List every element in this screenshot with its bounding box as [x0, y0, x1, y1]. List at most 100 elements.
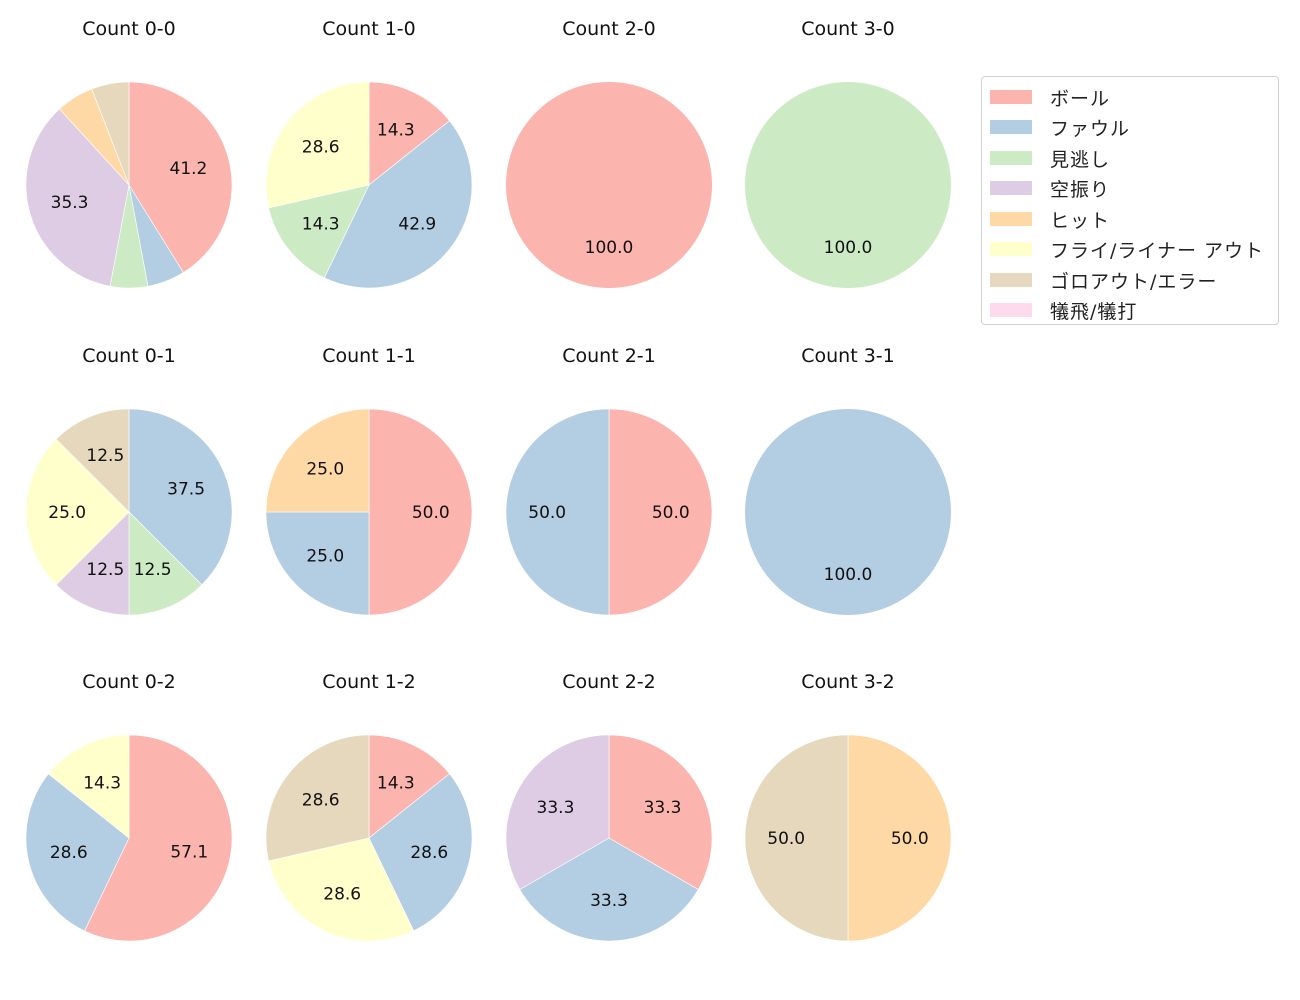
legend-swatch: [990, 120, 1032, 134]
slice-label: 37.5: [167, 479, 205, 499]
slice-label: 14.3: [377, 773, 415, 793]
slice-label: 57.1: [170, 843, 208, 863]
pie-slice: [745, 409, 951, 615]
slice-label: 28.6: [302, 137, 340, 157]
legend-swatch: [990, 151, 1032, 165]
subplot-title: Count 2-1: [562, 345, 656, 367]
subplot-title: Count 3-2: [801, 671, 895, 693]
legend: ボール ファウル 見逃し 空振り ヒット フライ/ライナー アウト ゴロアウト/…: [981, 76, 1279, 325]
pie-slice: [265, 408, 370, 513]
pie-subplot: Count 3-1 100.0: [745, 345, 951, 615]
pie-slice: [128, 408, 233, 586]
pie-subplot: Count 1-0 14.3 42.9 14.3 28.6: [265, 18, 473, 289]
slice-label: 33.3: [537, 798, 575, 818]
pie-slice: [265, 511, 370, 616]
slice-label: 100.0: [585, 238, 634, 258]
pie-slice: [847, 734, 952, 942]
pie-slice: [505, 408, 610, 616]
pie-subplot: Count 1-2 14.3 28.6 28.6 28.6: [265, 671, 473, 942]
legend-swatch: [990, 181, 1032, 195]
pie-slice: [128, 511, 203, 616]
legend-item-fly-liner-out: フライ/ライナー アウト: [990, 237, 1265, 262]
legend-item-called-strike: 見逃し: [990, 146, 1111, 171]
legend-swatch: [990, 303, 1032, 317]
pie-subplot: Count 2-2 33.3 33.3 33.3: [505, 671, 713, 942]
pie-slice: [268, 184, 370, 279]
legend-item-grounder-error: ゴロアウト/エラー: [990, 268, 1218, 293]
pie-subplot: Count 2-0 100.0: [506, 18, 712, 288]
slice-label: 33.3: [590, 891, 628, 911]
subplot-title: Count 2-0: [562, 18, 656, 40]
slice-label: 42.9: [398, 215, 436, 235]
pie-slice: [128, 81, 233, 273]
slice-label: 50.0: [891, 829, 929, 849]
pie-slice: [505, 734, 610, 890]
subplot-title: Count 2-2: [562, 671, 656, 693]
slice-label: 33.3: [644, 798, 682, 818]
pie-slice: [265, 734, 370, 862]
pie-slice: [47, 734, 130, 839]
pie-slice: [268, 837, 415, 942]
legend-label: ボール: [1050, 87, 1111, 110]
pie-slice: [744, 734, 849, 942]
legend-label: 犠飛/犠打: [1050, 300, 1138, 323]
slice-label: 25.0: [306, 459, 344, 479]
slice-label: 28.6: [50, 843, 88, 863]
pie-slice: [745, 82, 951, 288]
subplot-title: Count 1-0: [322, 18, 416, 40]
pie-slice: [55, 408, 130, 513]
pie-subplot: Count 1-1 50.0 25.0 25.0: [265, 345, 473, 616]
legend-label: ゴロアウト/エラー: [1050, 270, 1218, 293]
legend-item-hit: ヒット: [990, 207, 1111, 232]
legend-label: 見逃し: [1050, 148, 1111, 171]
legend-label: ヒット: [1050, 209, 1111, 232]
slice-label: 14.3: [302, 215, 340, 235]
subplot-title: Count 0-2: [82, 671, 176, 693]
slice-label: 25.0: [306, 547, 344, 567]
slice-label: 50.0: [767, 829, 805, 849]
pie-slice: [608, 734, 713, 890]
legend-swatch: [990, 242, 1032, 256]
slice-label: 100.0: [824, 238, 873, 258]
pie-slice: [265, 81, 370, 209]
legend-swatch: [990, 212, 1032, 226]
legend-item-swinging-strike: 空振り: [990, 176, 1110, 201]
slice-label: 28.6: [323, 885, 361, 905]
pie-slice: [368, 734, 450, 839]
pie-subplot: Count 0-1 37.5 12.5 12.5 25.0 12.5: [25, 345, 233, 616]
pie-subplot: Count 0-2 57.1 28.6 14.3: [25, 671, 233, 942]
subplot-title: Count 1-1: [322, 345, 416, 367]
pie-slice: [608, 408, 713, 616]
pie-subplot: Count 2-1 50.0 50.0: [505, 345, 713, 616]
slice-label: 12.5: [86, 560, 124, 580]
slice-label: 50.0: [528, 503, 566, 523]
pie-slice: [25, 438, 130, 586]
pie-slice: [55, 511, 130, 616]
slice-label: 50.0: [652, 503, 690, 523]
slice-label: 35.3: [51, 193, 89, 213]
pie-subplot: Count 3-2 50.0 50.0: [744, 671, 952, 942]
pie-slice: [84, 734, 233, 942]
subplot-title: Count 1-2: [322, 671, 416, 693]
pie-slice: [506, 82, 712, 288]
legend-item-ball: ボール: [990, 85, 1111, 110]
legend-item-sacrifice: 犠飛/犠打: [990, 298, 1138, 323]
legend-item-foul: ファウル: [990, 115, 1130, 140]
slice-label: 50.0: [412, 503, 450, 523]
slice-label: 41.2: [170, 159, 208, 179]
slice-label: 25.0: [48, 503, 86, 523]
slice-label: 12.5: [86, 446, 124, 466]
subplot-title: Count 3-0: [801, 18, 895, 40]
pie-slice: [368, 408, 473, 616]
pie-slice: [323, 120, 473, 289]
slice-label: 28.6: [410, 843, 448, 863]
slice-label: 14.3: [83, 773, 121, 793]
pie-subplot: Count 3-0 100.0: [745, 18, 951, 288]
subplot-title: Count 0-0: [82, 18, 176, 40]
subplot-title: Count 0-1: [82, 345, 176, 367]
legend-label: フライ/ライナー アウト: [1050, 239, 1265, 262]
subplot-title: Count 3-1: [801, 345, 895, 367]
pie-slice: [368, 773, 473, 932]
pie-slice: [25, 108, 130, 287]
legend-swatch: [990, 273, 1032, 287]
